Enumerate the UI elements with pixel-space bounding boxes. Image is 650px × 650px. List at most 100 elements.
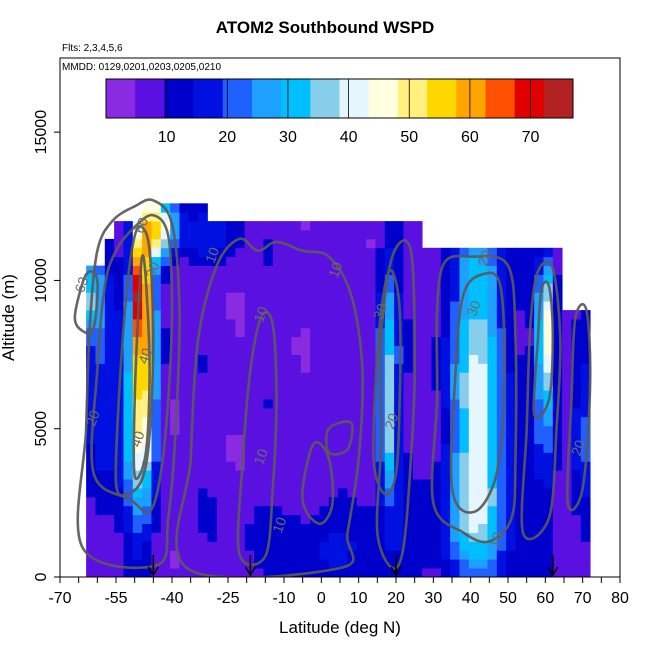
heatmap-cell [254,345,264,355]
heatmap-cell [496,399,507,409]
heatmap-cell [114,550,124,560]
heatmap-cell [571,434,582,444]
heatmap-cell [95,488,106,498]
heatmap-cell [422,452,432,462]
heatmap-cell [487,283,498,293]
heatmap-cell [412,283,423,293]
heatmap-cell [132,514,143,525]
heatmap-cell [198,559,208,569]
heatmap-cell [188,230,199,240]
heatmap-cell [160,292,171,302]
heatmap-cell [244,390,255,400]
heatmap-cell [338,247,348,258]
heatmap-cell [282,318,292,329]
heatmap-cell [403,372,414,382]
heatmap-cell [188,301,199,311]
heatmap-cell [188,318,199,329]
heatmap-cell [440,443,451,453]
heatmap-cell [86,390,96,400]
heatmap-cell [552,496,563,507]
heatmap-cell [543,496,554,507]
heatmap-cell [459,523,470,533]
heatmap-cell [459,425,470,436]
heatmap-cell [142,221,152,231]
heatmap-cell [282,523,292,533]
heatmap-cell [207,452,218,462]
heatmap-cell [394,336,404,347]
heatmap-cell [375,274,386,284]
heatmap-cell [291,452,302,462]
heatmap-cell [198,212,208,222]
heatmap-cell [310,541,320,551]
heatmap-cell [254,238,264,249]
heatmap-cell [580,345,591,355]
heatmap-cell [244,443,255,453]
heatmap-cell [366,496,376,507]
heatmap-cell [300,479,311,489]
heatmap-cell [366,354,376,364]
heatmap-cell [506,550,516,560]
heatmap-cell [114,336,124,347]
heatmap-cell [151,274,162,284]
heatmap-cell [468,407,479,418]
heatmap-cell [487,399,498,409]
heatmap-cell [431,514,442,525]
heatmap-cell [552,479,563,489]
heatmap-cell [188,541,199,551]
heatmap-cell [226,318,236,329]
heatmap-cell [478,336,488,347]
heatmap-cell [375,230,386,240]
heatmap-cell [440,568,451,577]
heatmap-cell [151,523,162,533]
heatmap-cell [571,550,582,560]
heatmap-cell [338,354,348,364]
heatmap-cell [384,221,395,231]
heatmap-cell [226,523,236,533]
heatmap-cell [310,292,320,302]
heatmap-cell [468,390,479,400]
heatmap-cell [104,505,115,516]
heatmap-cell [515,488,526,498]
heatmap-cell [478,407,488,418]
heatmap-cell [552,559,563,569]
heatmap-cell [179,559,190,569]
heatmap-cell [123,523,134,533]
heatmap-cell [487,425,498,436]
heatmap-cell [562,416,572,427]
heatmap-cell [291,443,302,453]
heatmap-cell [319,399,330,409]
heatmap-cell [580,488,591,498]
heatmap-cell [86,470,96,480]
heatmap-cell [226,479,236,489]
heatmap-cell [487,354,498,364]
heatmap-cell [459,479,470,489]
contour-label: 10 [202,245,222,265]
heatmap-cell [254,292,264,302]
heatmap-cell [356,265,367,275]
heatmap-cell [562,363,572,373]
heatmap-cell [515,479,526,489]
heatmap-cell [506,416,516,427]
heatmap-cell [562,425,572,436]
heatmap-cell [534,568,544,577]
heatmap-cell [338,336,348,347]
heatmap-cell [226,568,236,577]
heatmap-cell [431,247,442,258]
heatmap-cell [235,407,246,418]
heatmap-cell [562,550,572,560]
heatmap-cell [524,247,535,258]
heatmap-cell [319,256,330,266]
heatmap-cell [142,247,152,258]
heatmap-cell [496,505,507,516]
heatmap-cell [534,416,544,427]
heatmap-cell [310,461,320,471]
heatmap-cell [487,443,498,453]
heatmap-cell [86,354,96,364]
heatmap-cell [440,461,451,471]
heatmap-cell [431,488,442,498]
heatmap-cell [160,363,171,373]
heatmap-cell [104,416,115,427]
heatmap-cell [95,363,106,373]
heatmap-cell [272,221,283,231]
heatmap-cell [524,452,535,462]
